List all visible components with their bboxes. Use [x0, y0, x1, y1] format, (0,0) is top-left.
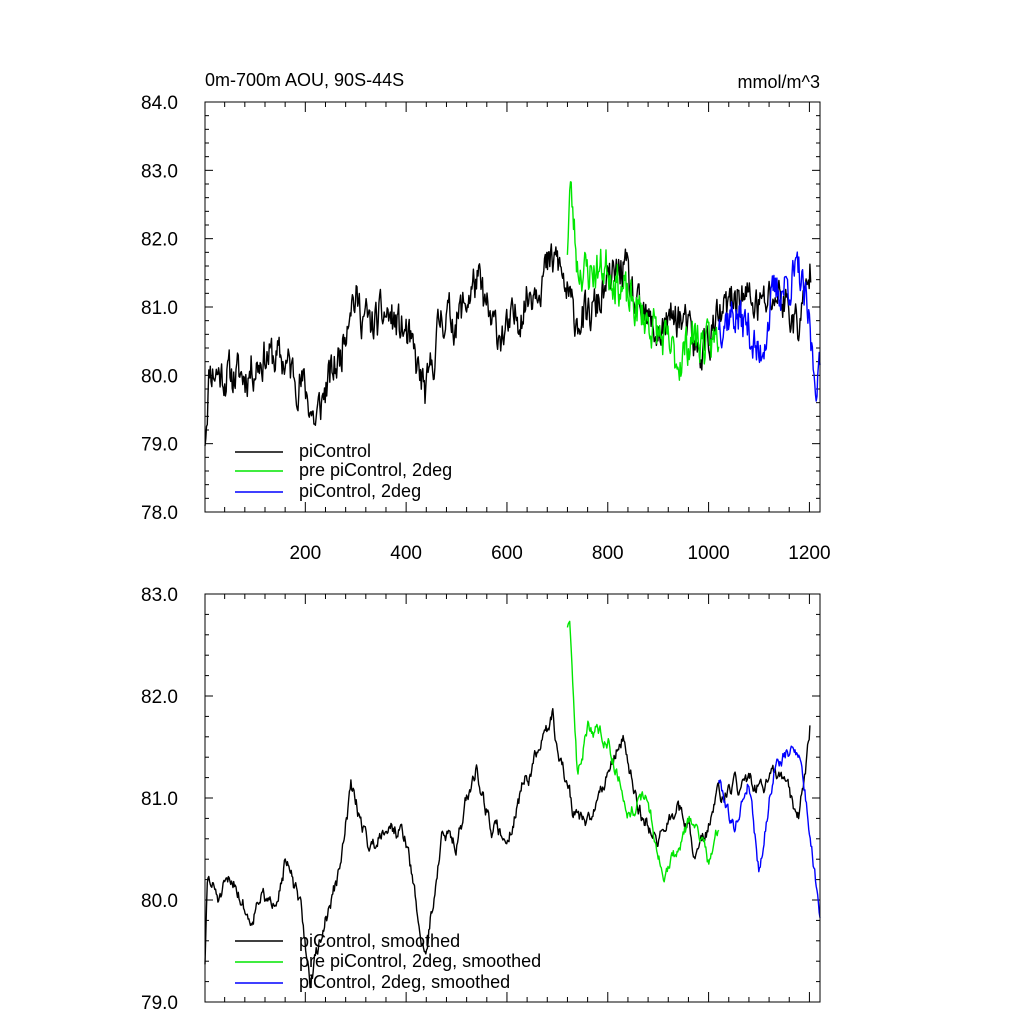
y-tick-label: 84.0 — [141, 93, 178, 114]
series-line-pre-picontrol-2deg — [566, 181, 720, 381]
y-tick-label: 81.0 — [141, 789, 178, 810]
top-title-left: 0m-700m AOU, 90S-44S — [205, 70, 404, 90]
series-line-picontrol-smoothed — [204, 708, 811, 989]
y-tick-label: 79.0 — [141, 993, 178, 1014]
legend-label-picontrol-2deg: piControl, 2deg — [299, 481, 421, 501]
top-panel: 0m-700m AOU, 90S-44S mmol/m^3 78.0 79.0 80… — [141, 70, 831, 564]
top-legend: piControl pre piControl, 2deg piControl,… — [235, 441, 452, 501]
y-tick-label: 78.0 — [141, 503, 178, 524]
y-tick-label: 82.0 — [141, 230, 178, 251]
series-line-picontrol-2deg — [718, 251, 821, 402]
y-tick-label: 79.0 — [141, 435, 178, 456]
x-tick-label: 400 — [390, 543, 422, 564]
x-tick-label: 200 — [289, 543, 321, 564]
top-title-right: mmol/m^3 — [738, 72, 820, 92]
y-tick-label: 80.0 — [141, 366, 178, 387]
y-tick-label: 83.0 — [141, 161, 178, 182]
legend-label-pre-picontrol-2deg: pre piControl, 2deg — [299, 460, 452, 480]
y-tick-label: 81.0 — [141, 298, 178, 319]
series-line-picontrol-2deg-smoothed — [718, 745, 821, 918]
top-plot-frame — [204, 101, 821, 513]
x-tick-label: 1000 — [687, 543, 729, 564]
y-tick-label: 83.0 — [141, 585, 178, 606]
legend-label-picontrol: piControl — [299, 441, 371, 461]
bottom-legend: piControl, smoothed pre piControl, 2deg,… — [235, 931, 541, 992]
x-tick-label: 600 — [491, 543, 523, 564]
bottom-panel: 79.0 80.0 81.0 82.0 83.0 piControl, smoothed… — [141, 585, 821, 1014]
legend-label-pre-picontrol-2deg-smoothed: pre piControl, 2deg, smoothed — [299, 951, 541, 971]
y-tick-label: 82.0 — [141, 687, 178, 708]
bottom-plot-frame — [204, 593, 821, 1003]
legend-label-picontrol-smoothed: piControl, smoothed — [299, 931, 460, 951]
legend-label-picontrol-2deg-smoothed: piControl, 2deg, smoothed — [299, 972, 510, 992]
y-tick-label: 80.0 — [141, 891, 178, 912]
series-line-pre-picontrol-2deg-smoothed — [566, 620, 720, 883]
x-tick-label: 800 — [592, 543, 624, 564]
series-line-picontrol — [204, 243, 812, 447]
x-tick-label: 1200 — [788, 543, 830, 564]
